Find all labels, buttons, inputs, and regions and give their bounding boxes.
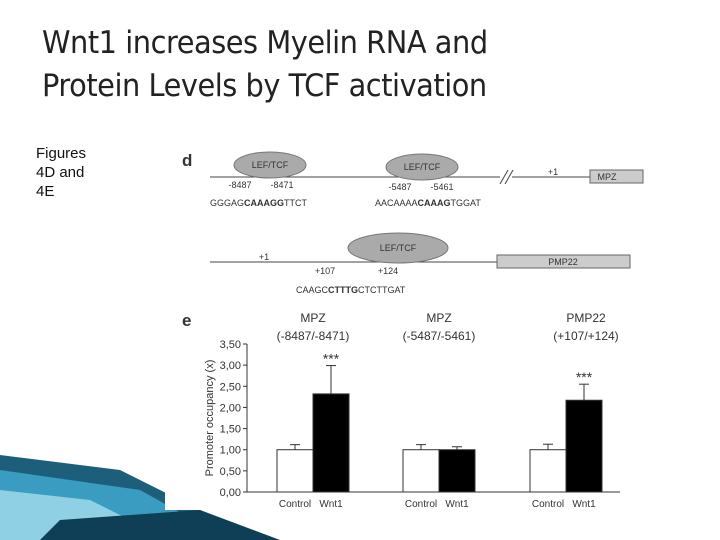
- title-line: Wnt1 increases Myelin RNA and: [42, 25, 488, 61]
- bar: [402, 449, 440, 493]
- sequence: CAAGCCTTTGCTCTTGAT: [296, 285, 406, 295]
- title: Wnt1 increases Myelin RNA and Protein Lev…: [42, 22, 521, 108]
- category-label: MPZ: [300, 311, 325, 325]
- caption: Figures 4D and 4E: [36, 145, 87, 200]
- y-tick-label: 1,50: [220, 424, 241, 436]
- site-label: -8471: [270, 180, 293, 190]
- site-label: -8487: [228, 180, 251, 190]
- category-label: PMP22: [566, 311, 606, 325]
- bar-label: Control: [405, 499, 437, 510]
- category-sublabel: (+107/+124): [553, 329, 618, 343]
- site-label: -5487: [388, 182, 411, 192]
- bar-label: Wnt1: [445, 499, 469, 510]
- category-label: MPZ: [426, 311, 451, 325]
- factor-label: LEF/TCF: [252, 160, 289, 170]
- factor-label: LEF/TCF: [380, 243, 417, 253]
- sequence: GGGAGCAAAGGTTCT: [210, 198, 308, 208]
- y-tick-label: 2,00: [220, 402, 241, 414]
- category-sublabel: (-8487/-8471): [277, 329, 350, 343]
- significance: ***: [323, 351, 340, 367]
- site-label: +107: [315, 266, 335, 276]
- factor-label: LEF/TCF: [404, 162, 441, 172]
- category-sublabel: (-5487/-5461): [403, 329, 476, 343]
- panel-letter: d: [182, 151, 192, 170]
- bar-chart: 0,00 0,50 1,00 1,50 2,00 2,50 3,00 3,50 Promoter…: [204, 311, 620, 510]
- start-label: +1: [259, 252, 269, 262]
- site-label: -5461: [430, 182, 453, 192]
- sequence: AACAAAACAAAGTGGAT: [375, 198, 481, 208]
- y-tick-label: 0,00: [220, 487, 241, 499]
- y-tick-label: 1,00: [220, 445, 241, 457]
- gene-label: MPZ: [598, 172, 618, 182]
- bar: [565, 399, 603, 493]
- gene-label: PMP22: [548, 257, 578, 267]
- bar-label: Wnt1: [572, 499, 596, 510]
- significance: ***: [576, 369, 593, 385]
- start-label: +1: [548, 167, 558, 177]
- panel-letter: e: [182, 311, 191, 330]
- title-line: Protein Levels by TCF activation: [42, 68, 487, 104]
- decoration: [0, 455, 280, 540]
- bar: [438, 449, 476, 493]
- bar-label: Control: [532, 499, 564, 510]
- y-axis-label: Promoter occupancy (x): [204, 360, 216, 477]
- bar: [312, 393, 350, 493]
- bar-label: Control: [279, 499, 311, 510]
- bar: [529, 449, 567, 493]
- y-tick-label: 0,50: [220, 466, 241, 478]
- y-tick-label: 2,50: [220, 381, 241, 393]
- y-tick-label: 3,50: [220, 339, 241, 351]
- bar-label: Wnt1: [319, 499, 343, 510]
- bar: [276, 449, 314, 493]
- y-tick-label: 3,00: [220, 360, 241, 372]
- site-label: +124: [378, 266, 398, 276]
- diagram: d LEF/TCF LEF/TCF +1 MPZ -8487 -8471 -54…: [182, 151, 644, 295]
